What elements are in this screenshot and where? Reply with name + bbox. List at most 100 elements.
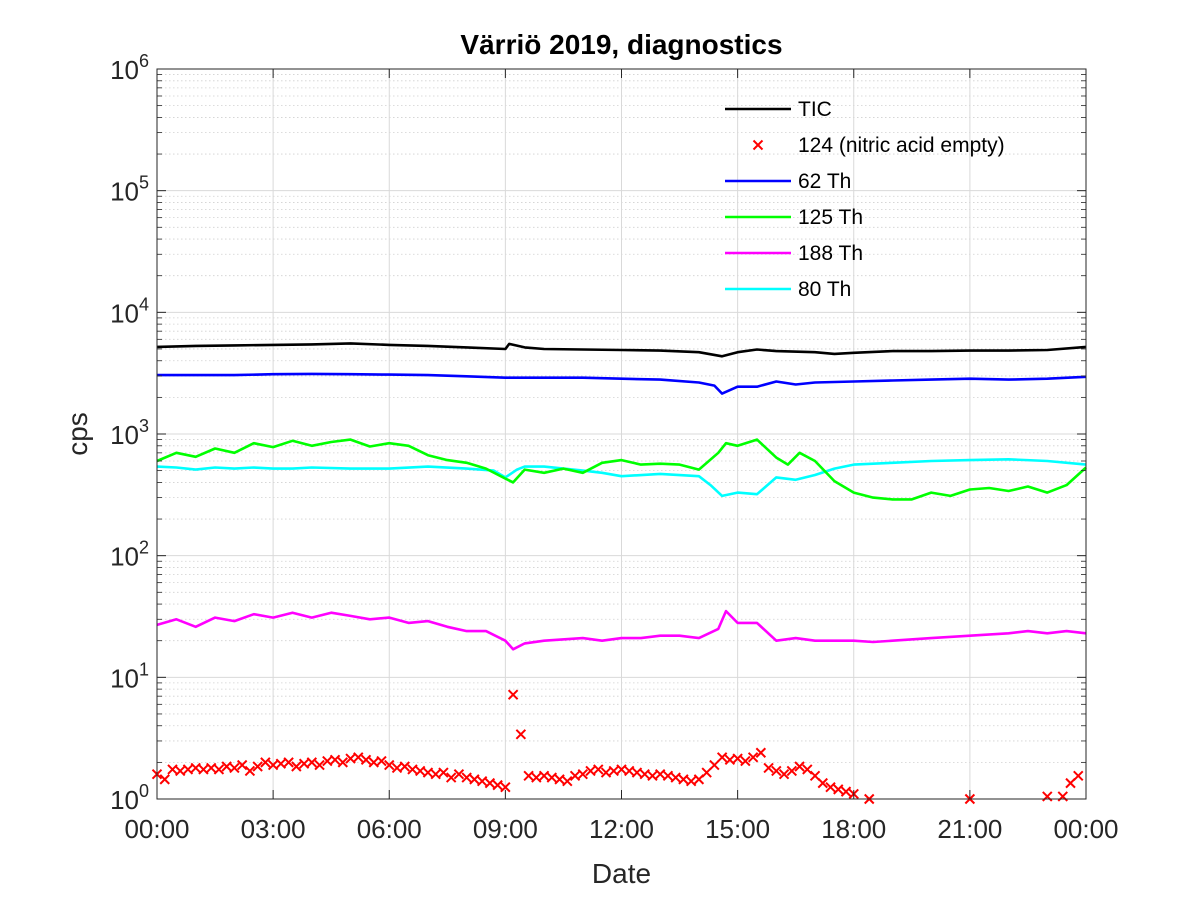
legend-label: 125 Th [798, 206, 863, 229]
data-point-marker [554, 774, 565, 785]
data-point-marker [507, 689, 519, 700]
data-point-marker [546, 772, 558, 783]
data-point-marker [794, 761, 805, 772]
data-point-marker [500, 782, 511, 793]
data-point-marker [198, 764, 209, 775]
data-point-marker [159, 774, 170, 785]
data-point-marker [585, 765, 596, 777]
y-tick-label: 104 [110, 294, 149, 328]
data-point-marker [476, 776, 488, 787]
data-point-marker [655, 768, 666, 780]
legend-swatch-marker [752, 139, 764, 151]
y-tick-label: 103 [110, 416, 149, 450]
data-point-marker [562, 776, 573, 787]
series-line-tic [156, 342, 1087, 358]
data-point-marker [531, 772, 542, 783]
data-point-marker [329, 754, 341, 766]
data-point-marker [631, 767, 643, 778]
data-point-marker [662, 770, 674, 782]
legend-item: 124 (nitric acid empty) [752, 134, 1005, 157]
legend-item: 62 Th [725, 170, 851, 193]
data-point-marker [809, 770, 821, 782]
data-point-marker [391, 762, 403, 774]
chart-title: Värriö 2019, diagnostics [460, 29, 782, 60]
data-point-marker [167, 764, 178, 775]
x-tick-label: 21:00 [937, 814, 1002, 844]
data-point-marker [461, 772, 472, 783]
data-point-marker [709, 759, 720, 771]
legend-label: TIC [798, 98, 832, 121]
y-tick-labels: 100 101 102 103 104 105 106 [110, 51, 149, 815]
data-point-marker [213, 764, 225, 775]
data-point-marker [678, 774, 689, 785]
data-point-marker [175, 765, 186, 777]
data-point-marker [453, 768, 465, 780]
data-point-marker [267, 759, 279, 771]
legend-label: 80 Th [798, 278, 851, 301]
data-point-marker [647, 770, 658, 782]
data-point-marker [608, 765, 619, 777]
legend-label: 62 Th [798, 170, 851, 193]
data-point-marker [445, 772, 457, 783]
data-point-marker [701, 767, 712, 778]
data-point-marker [283, 757, 294, 768]
data-point-marker [484, 777, 496, 789]
series-markers-124-nitric-acid-empty- [151, 689, 1084, 805]
data-point-marker [236, 759, 248, 771]
legend-label: 188 Th [798, 242, 863, 265]
series-line-80-th [156, 458, 1087, 498]
legend: TIC 124 (nitric acid empty) 62 Th 125 Th 188… [725, 98, 1005, 301]
data-point-marker [407, 764, 418, 775]
data-point-marker [337, 757, 349, 768]
data-point-marker [438, 767, 449, 778]
data-point-marker [469, 774, 480, 785]
data-point-marker [616, 764, 627, 775]
data-point-marker [840, 786, 852, 797]
y-tick-label: 105 [110, 173, 149, 207]
legend-item: TIC [725, 98, 832, 121]
x-axis-label: Date [592, 858, 651, 889]
y-tick-label: 102 [110, 538, 149, 572]
series-line-188-th [156, 609, 1087, 651]
data-point-marker [600, 767, 612, 778]
data-point-marker [353, 752, 364, 763]
data-point-marker [786, 765, 798, 777]
data-point-marker [306, 757, 318, 768]
data-point-marker [639, 768, 650, 780]
data-point-marker [763, 762, 774, 774]
series-line-62-th [157, 372, 1087, 395]
data-point-marker [399, 761, 410, 772]
x-tick-label: 03:00 [241, 814, 306, 844]
y-tick-label: 100 [110, 781, 149, 815]
legend-label: 124 (nitric acid empty) [798, 134, 1005, 157]
data-point-marker [422, 767, 434, 778]
axis-ticks [156, 68, 1087, 800]
y-tick-label: 101 [110, 659, 149, 693]
data-point-marker [825, 782, 836, 793]
data-point-marker [252, 761, 263, 772]
data-point-marker [771, 765, 782, 777]
y-tick-label: 106 [110, 51, 149, 85]
data-point-marker [314, 759, 325, 771]
data-point-marker [229, 762, 240, 774]
legend-item: 80 Th [725, 278, 851, 301]
x-tick-label: 12:00 [589, 814, 654, 844]
x-tick-label: 15:00 [705, 814, 770, 844]
data-point-marker [685, 776, 697, 787]
data-point-marker [384, 759, 395, 771]
x-tick-label: 18:00 [821, 814, 886, 844]
data-point-marker [368, 757, 379, 768]
x-tick-label: 06:00 [357, 814, 422, 844]
data-point-marker [755, 747, 767, 758]
data-point-marker [322, 755, 333, 767]
data-point-marker [523, 770, 534, 782]
y-axis-label: cps [62, 412, 93, 456]
data-point-marker [360, 754, 372, 766]
x-tick-label: 09:00 [473, 814, 538, 844]
data-point-marker [577, 768, 588, 780]
data-point-marker [747, 752, 759, 763]
data-point-marker [205, 762, 217, 774]
legend-item: 188 Th [725, 242, 863, 265]
legend-item: 125 Th [725, 206, 863, 229]
